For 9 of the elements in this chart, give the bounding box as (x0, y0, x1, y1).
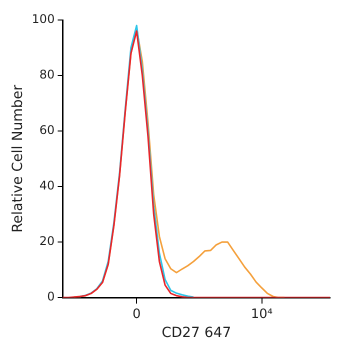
y-tick-label: 40 (39, 178, 55, 193)
y-tick-label: 60 (39, 123, 55, 138)
y-tick-label: 100 (32, 12, 55, 26)
x-tick-label: 10⁴ (250, 306, 273, 322)
y-tick-label: 80 (39, 68, 55, 82)
y-tick-label: 20 (39, 234, 55, 248)
y-tick-label: 0 (47, 290, 55, 304)
x-axis-title: CD27 647 (162, 325, 232, 342)
y-axis-title: Relative Cell Number (10, 84, 26, 233)
